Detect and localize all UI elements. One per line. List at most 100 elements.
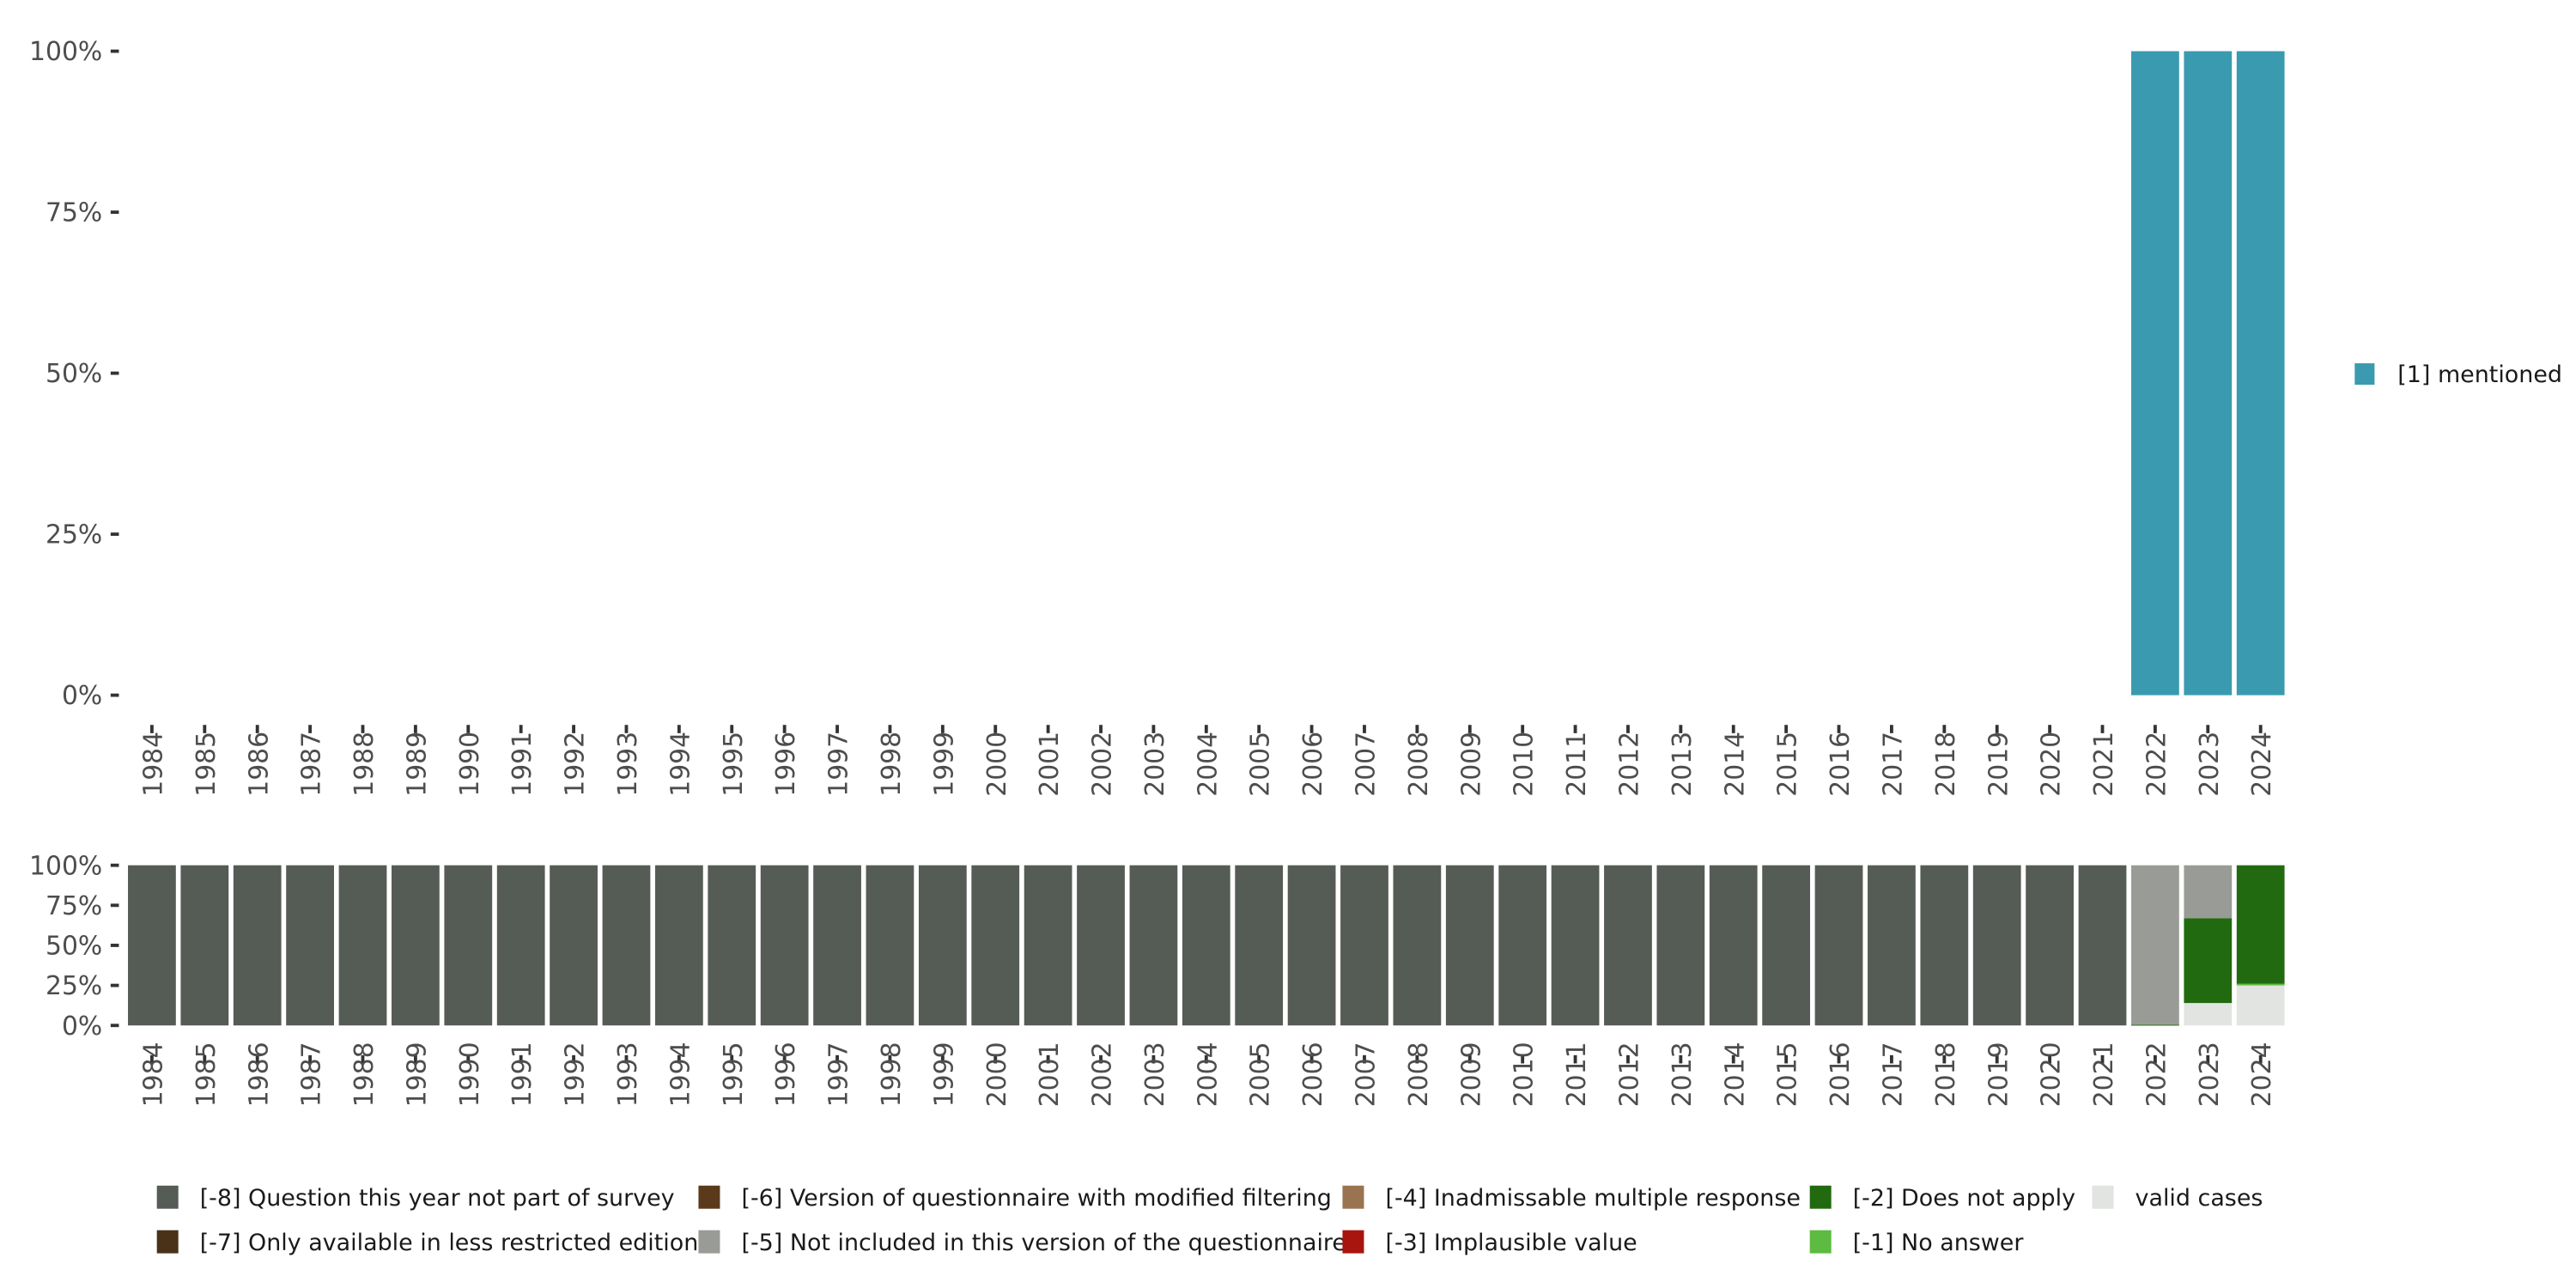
x-tick-label: 2024 xyxy=(2247,1042,2277,1107)
x-tick-label: 1987 xyxy=(297,732,327,797)
legend-label: [-5] Not included in this version of the… xyxy=(741,1230,1346,1256)
x-tick-label: 2000 xyxy=(982,732,1012,797)
x-tick-label: 2007 xyxy=(1352,1042,1382,1107)
bar-segment xyxy=(338,865,387,1026)
x-tick-label: 1988 xyxy=(349,732,380,797)
x-tick-label: 1997 xyxy=(824,732,854,797)
x-tick-label: 2004 xyxy=(1193,1042,1223,1107)
x-tick-label: 2010 xyxy=(1510,1042,1540,1107)
x-tick-label: 1985 xyxy=(191,732,222,797)
legend-label: [-7] Only available in less restricted e… xyxy=(200,1230,699,1256)
x-tick-label: 2023 xyxy=(2195,732,2225,797)
x-tick-label: 1989 xyxy=(402,732,432,797)
bar-segment xyxy=(2184,51,2233,696)
x-tick-label: 1994 xyxy=(665,732,696,797)
y-tick-label: 50% xyxy=(46,359,102,389)
x-tick-label: 2018 xyxy=(1931,732,1961,797)
bar-segment xyxy=(286,865,334,1026)
bar-segment xyxy=(2184,865,2233,919)
x-tick-label: 2003 xyxy=(1140,732,1170,797)
y-tick-label: 25% xyxy=(46,971,102,1001)
bar-segment xyxy=(1762,865,1811,1026)
bar-segment xyxy=(1077,865,1125,1026)
x-tick-label: 2019 xyxy=(1984,1042,2014,1107)
legend-key xyxy=(1809,1230,1832,1254)
x-tick-label: 1996 xyxy=(771,1042,801,1107)
bar-segment xyxy=(392,865,440,1026)
x-tick-label: 2005 xyxy=(1246,732,1276,797)
bar-segment xyxy=(2078,865,2127,1026)
bar-segment xyxy=(1920,865,1969,1026)
x-tick-label: 2023 xyxy=(2195,1042,2225,1107)
x-tick-label: 2020 xyxy=(2037,1042,2067,1107)
x-tick-label: 1985 xyxy=(191,1042,222,1107)
x-tick-label: 1999 xyxy=(929,1042,959,1107)
x-tick-label: 1992 xyxy=(561,1042,591,1107)
bar-segment xyxy=(1498,865,1547,1026)
x-tick-label: 2012 xyxy=(1615,1042,1645,1107)
x-tick-label: 2013 xyxy=(1668,1042,1698,1107)
bar-segment xyxy=(550,865,598,1026)
x-tick-label: 2010 xyxy=(1510,732,1540,797)
x-tick-label: 2016 xyxy=(1826,1042,1856,1107)
bar-segment xyxy=(496,865,545,1026)
bar-segment xyxy=(1393,865,1442,1026)
x-tick-label: 1987 xyxy=(297,1042,327,1107)
x-tick-label: 2021 xyxy=(2089,1042,2119,1107)
legend-key xyxy=(2092,1185,2114,1209)
x-tick-label: 1991 xyxy=(507,1042,538,1107)
x-tick-label: 1986 xyxy=(244,1042,274,1107)
bar-segment xyxy=(128,865,176,1026)
bar-segment xyxy=(233,865,282,1026)
bar-segment xyxy=(2236,51,2285,696)
x-tick-label: 1990 xyxy=(455,732,485,797)
x-tick-label: 2003 xyxy=(1140,1042,1170,1107)
bar-segment xyxy=(1604,865,1652,1026)
x-tick-label: 2002 xyxy=(1088,1042,1118,1107)
bar-segment xyxy=(1024,865,1072,1026)
bar-segment xyxy=(2026,865,2074,1026)
legend-label: [-1] No answer xyxy=(1853,1230,2025,1256)
x-tick-label: 2006 xyxy=(1298,732,1328,797)
x-tick-label: 1993 xyxy=(613,732,643,797)
legend-label: [-2] Does not apply xyxy=(1853,1185,2075,1212)
bar-segment xyxy=(1182,865,1230,1026)
x-tick-label: 1986 xyxy=(244,732,274,797)
bottom-panel: 0% 25% 50% 75% 100% 1984 1985 1986 1987 1988 1989 1… xyxy=(29,851,2285,1107)
bar-segment xyxy=(2131,51,2179,696)
bar-segment xyxy=(1972,865,2021,1026)
bar-segment xyxy=(1287,865,1336,1026)
x-tick-label: 1993 xyxy=(613,1042,643,1107)
bar-segment xyxy=(760,865,809,1026)
legend-key xyxy=(1809,1185,1832,1209)
legend-key xyxy=(1342,1185,1364,1209)
bar-segment xyxy=(2236,985,2285,1026)
x-tick-label: 1988 xyxy=(349,1042,380,1107)
legend-label: valid cases xyxy=(2136,1185,2263,1212)
bar-segment xyxy=(1656,865,1705,1026)
y-tick-label: 0% xyxy=(62,1012,102,1042)
x-tick-label: 2021 xyxy=(2089,732,2119,797)
x-tick-label: 1984 xyxy=(138,732,168,797)
x-tick-label: 2016 xyxy=(1826,732,1856,797)
x-tick-label: 2011 xyxy=(1562,1042,1592,1107)
bar-segment xyxy=(1129,865,1178,1026)
x-tick-label: 2009 xyxy=(1456,732,1486,797)
legend-label: [-4] Inadmissable multiple response xyxy=(1385,1185,1800,1212)
bar-segment xyxy=(2184,1003,2233,1026)
bar-segment xyxy=(2236,865,2285,984)
x-tick-label: 1999 xyxy=(929,732,959,797)
x-tick-label: 2018 xyxy=(1931,1042,1961,1107)
bar-segment xyxy=(2236,983,2285,986)
top-legend: [1] mentioned xyxy=(2354,361,2562,388)
x-tick-label: 2014 xyxy=(1720,1042,1750,1107)
x-tick-label: 2004 xyxy=(1193,732,1223,797)
x-tick-label: 1989 xyxy=(402,1042,432,1107)
bottom-legend: [-8] Question this year not part of surv… xyxy=(156,1185,2263,1256)
x-tick-label: 2008 xyxy=(1404,1042,1434,1107)
legend-key xyxy=(1342,1230,1364,1254)
x-tick-label: 1996 xyxy=(771,732,801,797)
bar-segment xyxy=(1445,865,1494,1026)
bar-segment xyxy=(866,865,914,1026)
y-tick-label: 100% xyxy=(29,851,102,881)
